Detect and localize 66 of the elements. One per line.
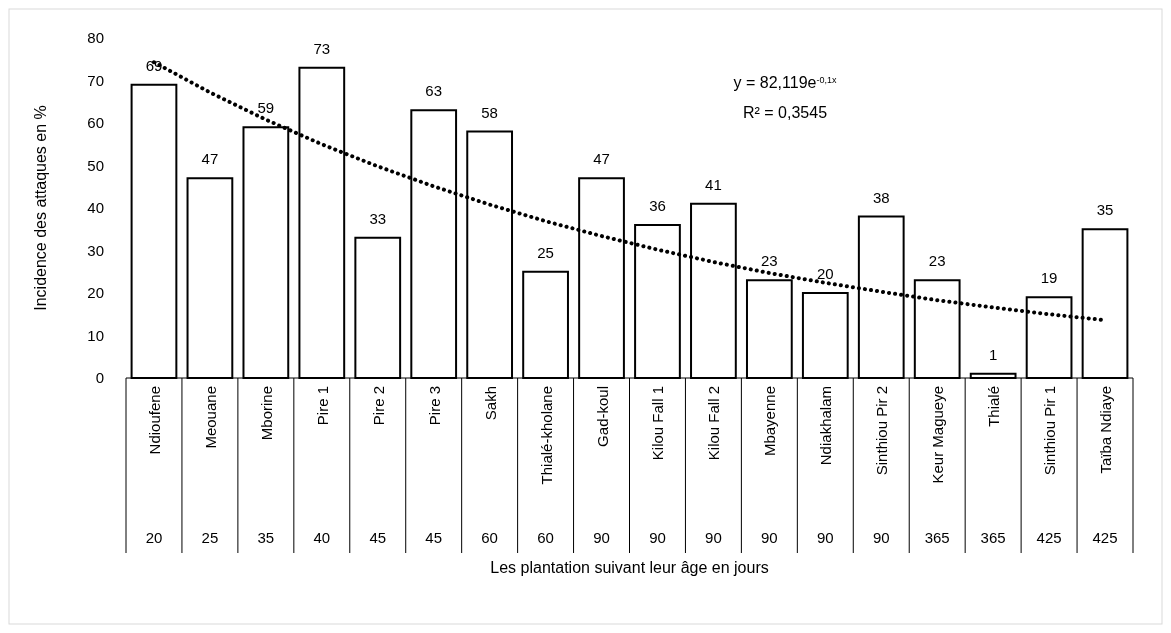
- data-label: 58: [481, 103, 498, 121]
- text: 25: [201, 529, 219, 546]
- text: 45: [369, 529, 387, 546]
- data-label: 38: [872, 188, 890, 206]
- y-tick-label: 50: [87, 156, 104, 174]
- x-tick-label: Pire 1: [313, 386, 331, 426]
- text: 365: [924, 529, 950, 546]
- text: 365: [980, 529, 1006, 546]
- x-tick-label: Mborine: [257, 386, 275, 441]
- x-tick-label: Mbayenne: [761, 386, 779, 457]
- x-tick-label: Ndiakhalam: [817, 386, 835, 466]
- y-tick-label: 80: [87, 29, 104, 47]
- annotation: y = 82,119e$^{-0,1x}$: [733, 74, 837, 91]
- y-tick-label: 40: [87, 199, 104, 217]
- x-tick-label: Sinthiou Pir 2: [873, 386, 891, 476]
- data-label: 41: [705, 175, 722, 193]
- x-tick-label: Pire 3: [425, 386, 443, 426]
- x-tick-label: Pire 2: [369, 386, 387, 426]
- y-tick-label: 0: [95, 369, 104, 387]
- text: 425: [1092, 529, 1118, 546]
- data-label: 59: [257, 99, 275, 117]
- y-tick-label: 10: [87, 326, 104, 344]
- text: 90: [705, 529, 722, 546]
- x-tick-label: Sakh: [481, 386, 499, 421]
- text: 90: [816, 529, 834, 546]
- data-label: 23: [928, 252, 946, 270]
- text: 45: [425, 529, 443, 546]
- annotation: R² = 0,3545: [742, 104, 828, 121]
- x-tick-label: Thialé-kholane: [537, 386, 555, 485]
- data-label: 25: [537, 243, 554, 261]
- x-tick-label: Taïba Ndiaye: [1097, 386, 1115, 474]
- y-axis-title: Incidence des attaques en %: [32, 105, 49, 311]
- x-tick-label: Keur Magueye: [929, 386, 947, 484]
- x-tick-label: Kilou Fall 1: [649, 386, 667, 461]
- data-label: 23: [761, 252, 778, 270]
- data-label: 19: [1040, 269, 1058, 287]
- y-tick-label: 30: [87, 241, 104, 259]
- data-label: 36: [649, 197, 666, 214]
- text: 20: [145, 529, 163, 546]
- text: 35: [257, 529, 275, 546]
- data-label: 63: [425, 82, 443, 100]
- y-tick-label: 20: [87, 284, 104, 302]
- text: 425: [1036, 529, 1062, 546]
- x-tick-label: Gad-koul: [593, 386, 611, 447]
- x-tick-label: Ndioufene: [145, 386, 163, 455]
- y-tick-label: 60: [87, 114, 104, 132]
- text: 90: [761, 529, 778, 546]
- data-label: 35: [1096, 201, 1114, 219]
- x-tick-label: Meouane: [201, 386, 219, 449]
- data-label: 47: [201, 150, 219, 168]
- x-axis-title: Les plantation suivant leur âge en jours: [490, 559, 769, 576]
- text: 60: [481, 529, 498, 546]
- text: 90: [649, 529, 666, 546]
- x-tick-label: Thialé: [985, 386, 1003, 427]
- text: 60: [537, 529, 554, 546]
- x-tick-label: Sinthiou Pir 1: [1041, 386, 1059, 476]
- data-label: 73: [313, 39, 331, 57]
- data-label: 33: [369, 209, 387, 227]
- data-label: 47: [593, 150, 610, 168]
- data-label: 1: [988, 345, 998, 363]
- text: 90: [593, 529, 610, 546]
- text: 40: [313, 529, 331, 546]
- text: 90: [872, 529, 890, 546]
- x-tick-label: Kilou Fall 2: [705, 386, 723, 461]
- data-label: 20: [816, 265, 834, 282]
- y-tick-label: 70: [87, 71, 104, 89]
